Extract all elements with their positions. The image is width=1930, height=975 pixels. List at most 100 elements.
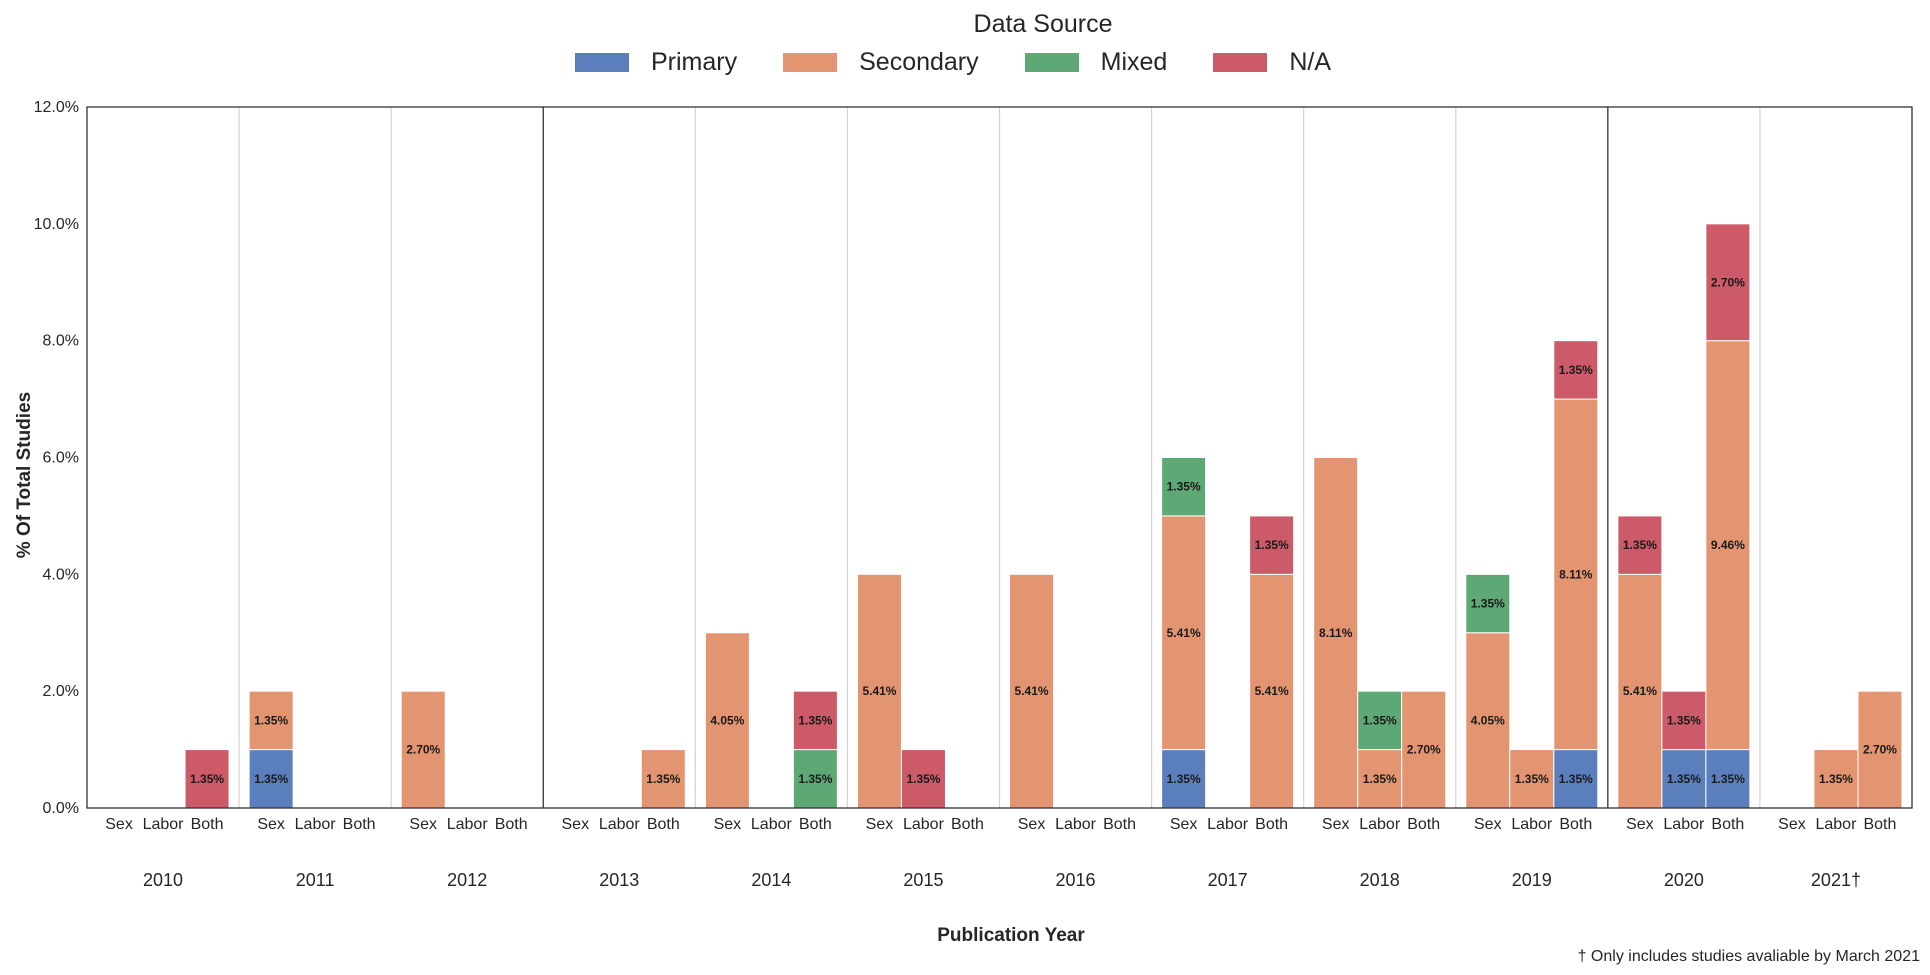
x-subcategory-label: Both bbox=[647, 816, 680, 833]
x-subcategory-label: Labor bbox=[1663, 816, 1705, 833]
x-subcategory-label: Sex bbox=[1778, 816, 1806, 833]
bar-segment-mixed bbox=[1465, 573, 1511, 634]
x-year-label: 2016 bbox=[1056, 870, 1096, 890]
legend-swatch bbox=[1024, 53, 1079, 72]
bar-segment-primary bbox=[1553, 749, 1599, 809]
x-year-label: 2010 bbox=[143, 870, 183, 890]
bar-segment-na bbox=[184, 749, 230, 809]
data-label: 5.41% bbox=[1255, 684, 1289, 698]
legend-item-primary: Primary bbox=[575, 48, 737, 77]
data-label: 1.35% bbox=[646, 772, 680, 786]
x-subcategory-label: Both bbox=[1559, 816, 1592, 833]
bar-segment-secondary bbox=[640, 749, 686, 809]
legend-label: Secondary bbox=[859, 48, 979, 76]
data-label: 2.70% bbox=[1863, 743, 1897, 757]
x-subcategory-label: Labor bbox=[143, 816, 185, 833]
bar-segment-secondary bbox=[1161, 515, 1207, 751]
x-year-label: 2017 bbox=[1208, 870, 1248, 890]
x-subcategory-label: Both bbox=[951, 816, 984, 833]
data-label: 5.41% bbox=[862, 684, 896, 698]
x-subcategory-label: Sex bbox=[1474, 816, 1502, 833]
bar-segment-secondary bbox=[1313, 457, 1359, 809]
x-subcategory-label: Labor bbox=[599, 816, 641, 833]
bar-segment-mixed bbox=[792, 749, 838, 809]
x-subcategory-label: Both bbox=[1711, 816, 1744, 833]
y-tick-label: 4.0% bbox=[43, 566, 79, 583]
x-subcategory-label: Labor bbox=[751, 816, 793, 833]
bar-segment-primary bbox=[1705, 749, 1751, 809]
x-year-label: 2011 bbox=[296, 870, 335, 890]
bar-segment-na bbox=[900, 749, 946, 809]
x-subcategory-label: Both bbox=[191, 816, 224, 833]
x-subcategory-label: Both bbox=[1407, 816, 1440, 833]
data-label: 1.35% bbox=[1819, 772, 1853, 786]
bar-segment-na bbox=[1249, 515, 1295, 575]
x-year-label: 2015 bbox=[903, 870, 943, 890]
data-label: 1.35% bbox=[1363, 772, 1397, 786]
bar-segment-na bbox=[1617, 515, 1663, 575]
data-label: 4.05% bbox=[1471, 713, 1505, 727]
legend-label: Mixed bbox=[1100, 48, 1168, 76]
data-label: 1.35% bbox=[906, 772, 940, 786]
x-subcategory-label: Both bbox=[799, 816, 832, 833]
legend-swatch bbox=[783, 53, 838, 72]
data-label: 1.35% bbox=[190, 772, 224, 786]
bar-segment-na bbox=[1661, 690, 1707, 751]
legend-item-secondary: Secondary bbox=[783, 48, 979, 77]
bar-segment-secondary bbox=[1249, 573, 1295, 809]
bar-segment-mixed bbox=[1161, 457, 1207, 517]
data-label: 1.35% bbox=[1623, 538, 1657, 552]
x-subcategory-label: Sex bbox=[1170, 816, 1198, 833]
data-label: 1.35% bbox=[1559, 363, 1593, 377]
x-subcategory-label: Sex bbox=[714, 816, 742, 833]
y-tick-label: 10.0% bbox=[34, 216, 79, 233]
bar-segment-secondary bbox=[1617, 573, 1663, 809]
data-label: 1.35% bbox=[1711, 772, 1745, 786]
y-tick-label: 0.0% bbox=[43, 800, 79, 817]
bar-segment-secondary bbox=[1813, 749, 1859, 809]
data-label: 8.11% bbox=[1559, 567, 1593, 581]
data-label: 1.35% bbox=[1667, 772, 1701, 786]
data-label: 1.35% bbox=[1167, 772, 1201, 786]
data-label: 2.70% bbox=[1407, 743, 1441, 757]
x-subcategory-label: Both bbox=[343, 816, 376, 833]
x-year-label: 2021† bbox=[1811, 870, 1861, 890]
y-axis-label: % Of Total Studies bbox=[14, 391, 35, 559]
x-subcategory-label: Both bbox=[1103, 816, 1136, 833]
y-tick-label: 2.0% bbox=[43, 683, 79, 700]
x-year-label: 2012 bbox=[447, 870, 487, 890]
x-subcategory-label: Sex bbox=[105, 816, 133, 833]
x-subcategory-label: Labor bbox=[1359, 816, 1401, 833]
data-label: 5.41% bbox=[1015, 684, 1049, 698]
x-subcategory-label: Labor bbox=[295, 816, 337, 833]
x-axis-label: Publication Year bbox=[937, 925, 1085, 946]
bar-segment-secondary bbox=[400, 690, 446, 809]
data-label: 1.35% bbox=[1363, 713, 1397, 727]
data-label: 1.35% bbox=[1667, 713, 1701, 727]
bar-segment-secondary bbox=[248, 690, 294, 751]
y-tick-label: 12.0% bbox=[34, 99, 79, 116]
x-subcategory-label: Labor bbox=[1511, 816, 1553, 833]
x-subcategory-label: Sex bbox=[562, 816, 590, 833]
data-label: 2.70% bbox=[1711, 275, 1745, 289]
plot-frame bbox=[86, 106, 1913, 809]
x-subcategory-label: Both bbox=[1255, 816, 1288, 833]
data-label: 2.70% bbox=[406, 743, 440, 757]
bar-segment-secondary bbox=[1553, 398, 1599, 751]
x-subcategory-label: Sex bbox=[866, 816, 894, 833]
x-subcategory-label: Labor bbox=[1815, 816, 1857, 833]
bar-segment-na bbox=[1705, 223, 1751, 342]
legend-item-mixed: Mixed bbox=[1024, 48, 1168, 77]
x-year-label: 2019 bbox=[1512, 870, 1552, 890]
data-label: 1.35% bbox=[798, 772, 832, 786]
x-year-label: 2018 bbox=[1360, 870, 1400, 890]
x-subcategory-label: Sex bbox=[257, 816, 285, 833]
data-label: 1.35% bbox=[1167, 480, 1201, 494]
x-subcategory-label: Sex bbox=[1626, 816, 1654, 833]
bar-segment-na bbox=[792, 690, 838, 751]
data-label: 8.11% bbox=[1319, 626, 1353, 640]
legend-label: N/A bbox=[1289, 48, 1332, 76]
bar-segment-secondary bbox=[856, 573, 902, 809]
legend-item-na: N/A bbox=[1213, 48, 1331, 77]
